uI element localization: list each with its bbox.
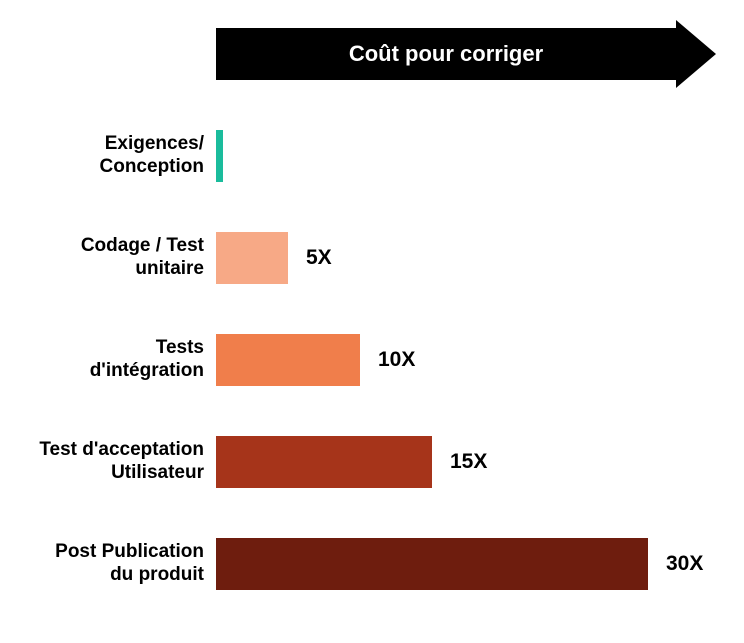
arrow-head-icon (676, 20, 716, 88)
bar-row: Post Publication du produit 30X (0, 538, 744, 590)
chart-title: Coût pour corriger (216, 28, 676, 80)
bar (216, 538, 648, 590)
row-label: Tests d'intégration (0, 337, 216, 383)
bar (216, 130, 223, 182)
header-arrow: Coût pour corriger (216, 28, 716, 80)
bar (216, 436, 432, 488)
bar (216, 334, 360, 386)
bar-row: Codage / Test unitaire 5X (0, 232, 744, 284)
bar-row: Exigences/ Conception (0, 130, 744, 182)
row-label: Codage / Test unitaire (0, 235, 216, 281)
row-value: 5X (288, 246, 332, 270)
row-value: 15X (432, 450, 487, 474)
row-label: Test d'acceptation Utilisateur (0, 439, 216, 485)
row-value: 10X (360, 348, 415, 372)
cost-to-fix-chart: Coût pour corriger Exigences/ Conception… (0, 0, 744, 643)
row-label: Exigences/ Conception (0, 133, 216, 179)
row-label: Post Publication du produit (0, 541, 216, 587)
bar-row: Test d'acceptation Utilisateur 15X (0, 436, 744, 488)
bar-row: Tests d'intégration 10X (0, 334, 744, 386)
bar (216, 232, 288, 284)
row-value: 30X (648, 552, 703, 576)
